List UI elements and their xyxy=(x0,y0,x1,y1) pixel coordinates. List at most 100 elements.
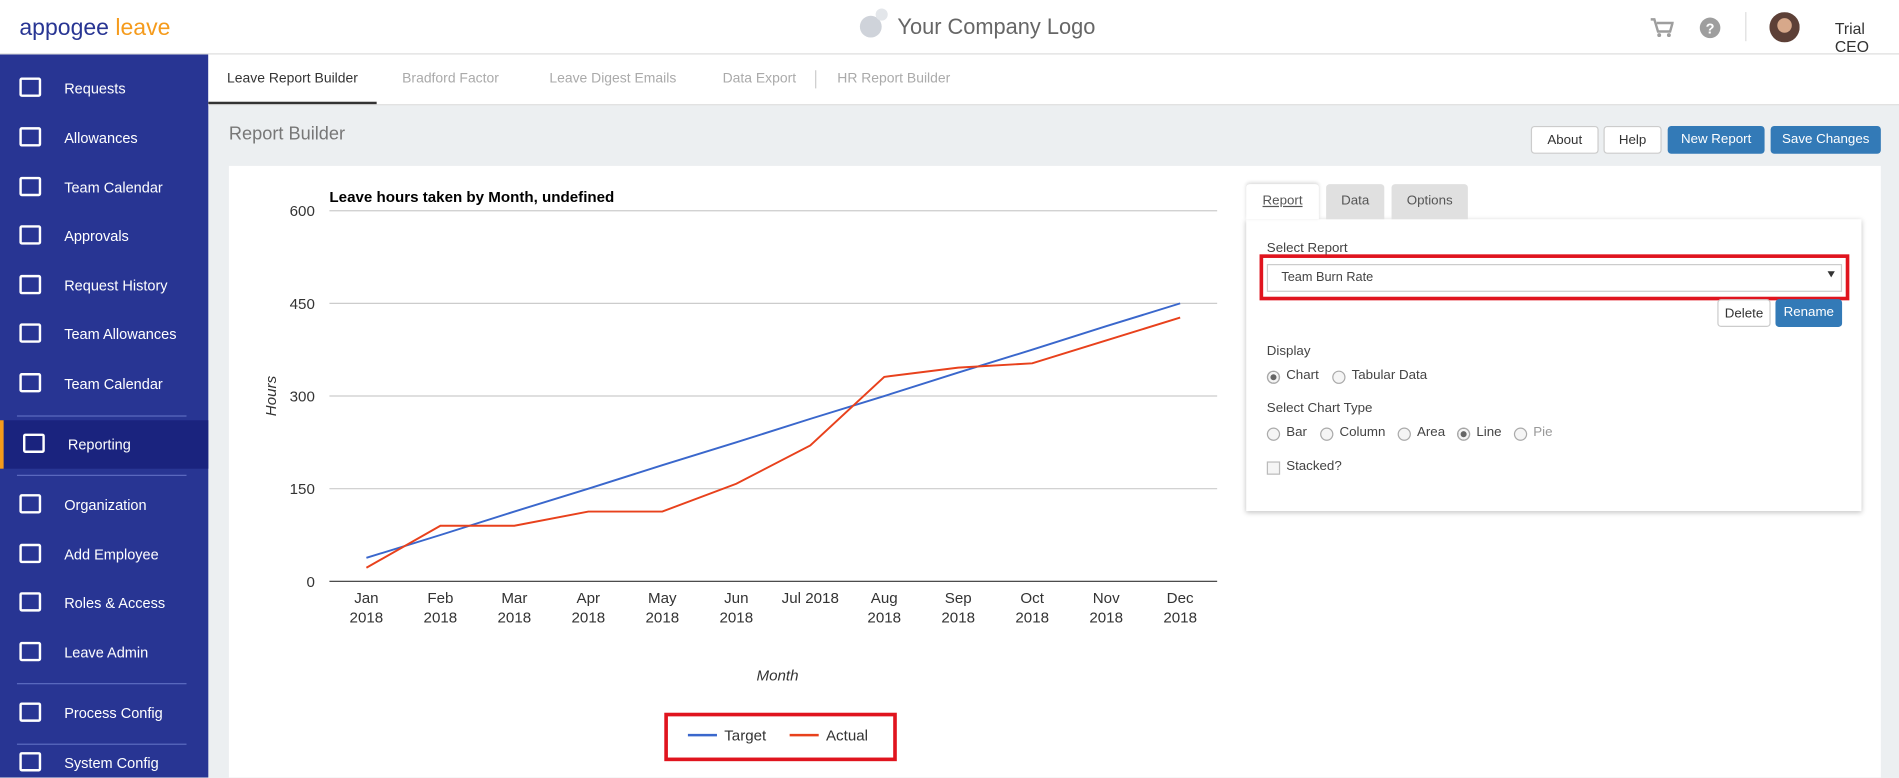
nav-icon xyxy=(19,373,42,393)
y-tick-label: 0 xyxy=(306,574,314,591)
x-tick-label: Jan 2018 xyxy=(349,589,384,627)
checkbox[interactable] xyxy=(1266,461,1281,475)
tab[interactable]: Bradford Factor xyxy=(402,71,499,86)
radio-label: Column xyxy=(1339,425,1386,440)
help-icon[interactable]: ? xyxy=(1699,17,1721,39)
nav-separator xyxy=(16,474,187,476)
nav-item[interactable]: Team Calendar xyxy=(0,360,208,408)
top-bar: appogee leave Your Company Logo ? Trial … xyxy=(0,0,1899,56)
radio-label: Area xyxy=(1416,425,1446,440)
nav-item[interactable]: Approvals xyxy=(0,212,208,260)
sidebar: Requests Allowances Team Calendar Approvals… xyxy=(0,54,209,778)
nav-icon xyxy=(19,543,42,564)
x-tick-label: Oct 2018 xyxy=(1015,589,1050,627)
logo-icon xyxy=(859,8,888,38)
nav-item[interactable]: Process Config xyxy=(0,689,208,737)
radio[interactable] xyxy=(1397,427,1411,441)
highlight-box xyxy=(664,712,897,762)
nav-item[interactable]: Organization xyxy=(0,481,208,529)
data-line xyxy=(366,302,1181,559)
nav-label: Team Allowances xyxy=(64,325,177,343)
y-axis-label: Hours xyxy=(263,375,280,416)
panel-tab[interactable]: Options xyxy=(1391,184,1468,220)
x-tick-label: Dec 2018 xyxy=(1163,589,1198,627)
rename-button[interactable]: Rename xyxy=(1775,299,1843,327)
x-tick-label: May 2018 xyxy=(645,589,680,627)
nav-item[interactable]: Request History xyxy=(0,262,208,310)
divider xyxy=(1745,12,1747,42)
button[interactable]: Help xyxy=(1603,125,1662,154)
nav-label: System Config xyxy=(64,754,159,772)
panel-tab[interactable]: Report xyxy=(1246,184,1319,220)
nav-separator xyxy=(16,415,187,417)
radio-label: Pie xyxy=(1533,425,1553,440)
nav-label: Approvals xyxy=(64,227,129,245)
x-tick-label: Aug 2018 xyxy=(867,589,902,627)
nav-label: Request History xyxy=(64,277,168,295)
tab[interactable]: Leave Report Builder xyxy=(208,54,377,105)
nav-label: Process Config xyxy=(64,704,163,722)
nav-icon xyxy=(19,702,42,722)
tab[interactable]: HR Report Builder xyxy=(837,71,951,86)
tab[interactable]: Data Export xyxy=(722,71,797,86)
nav-item[interactable]: Team Allowances xyxy=(0,310,208,358)
radio[interactable] xyxy=(1266,370,1281,384)
radio[interactable] xyxy=(1456,427,1471,441)
panel-tab[interactable]: Data xyxy=(1326,184,1385,220)
radio-label: Bar xyxy=(1286,425,1307,440)
nav-icon xyxy=(19,323,42,343)
x-tick-label: Mar 2018 xyxy=(497,589,532,627)
nav-icon xyxy=(19,127,42,147)
x-tick-label: Feb 2018 xyxy=(423,589,458,627)
button[interactable]: Save Changes xyxy=(1770,125,1881,154)
nav-item[interactable]: Add Employee xyxy=(0,530,208,578)
cart-icon[interactable] xyxy=(1650,17,1674,39)
button[interactable]: New Report xyxy=(1667,125,1765,154)
nav-item[interactable]: Leave Admin xyxy=(0,629,208,677)
report-select[interactable]: Team Burn Rate xyxy=(1266,264,1843,292)
radio[interactable] xyxy=(1266,427,1281,441)
nav-label: Organization xyxy=(64,496,147,514)
radio[interactable] xyxy=(1320,427,1334,441)
nav-icon xyxy=(19,176,42,197)
nav-item[interactable]: System Config xyxy=(0,739,208,778)
x-axis-label: Month xyxy=(757,668,799,685)
legend-label[interactable]: Actual xyxy=(826,728,868,745)
select-label: Select Report xyxy=(1266,241,1348,256)
svg-text:?: ? xyxy=(1706,21,1715,37)
nav-icon xyxy=(23,433,45,453)
delete-button[interactable]: Delete xyxy=(1717,299,1771,327)
nav-icon xyxy=(19,592,42,612)
radio-label: Line xyxy=(1476,425,1502,440)
y-tick-label: 450 xyxy=(290,296,315,313)
nav-item[interactable]: Requests xyxy=(0,64,208,112)
page-title: Report Builder xyxy=(228,123,346,145)
tab-separator xyxy=(815,70,817,89)
nav-icon xyxy=(19,752,42,772)
nav-item[interactable]: Reporting xyxy=(0,420,209,469)
nav-item[interactable]: Roles & Access xyxy=(0,579,208,627)
legend-label[interactable]: Target xyxy=(724,728,767,745)
nav-label: Add Employee xyxy=(64,546,159,564)
nav-item[interactable]: Team Calendar xyxy=(0,163,208,211)
nav-label: Reporting xyxy=(67,435,131,453)
nav-icon xyxy=(19,641,42,662)
x-tick-label: Apr 2018 xyxy=(571,589,606,627)
brand-name: appogee xyxy=(19,15,109,42)
button[interactable]: About xyxy=(1530,125,1599,154)
nav-label: Team Calendar xyxy=(64,179,163,197)
nav-item[interactable]: Allowances xyxy=(0,114,208,162)
nav-icon xyxy=(19,77,42,97)
tab-bar: Leave Report Builder Bradford Factor Leave… xyxy=(208,54,1899,106)
y-tick-label: 600 xyxy=(290,203,315,220)
nav-separator xyxy=(16,683,187,685)
tab[interactable]: Leave Digest Emails xyxy=(549,71,677,86)
chart-type-label: Select Chart Type xyxy=(1266,400,1373,416)
x-tick-label: Sep 2018 xyxy=(941,589,976,627)
radio[interactable] xyxy=(1513,427,1528,441)
avatar[interactable] xyxy=(1769,12,1800,43)
radio[interactable] xyxy=(1332,370,1346,384)
data-line xyxy=(365,316,1181,569)
user-name[interactable]: Trial CEO xyxy=(1834,19,1869,56)
